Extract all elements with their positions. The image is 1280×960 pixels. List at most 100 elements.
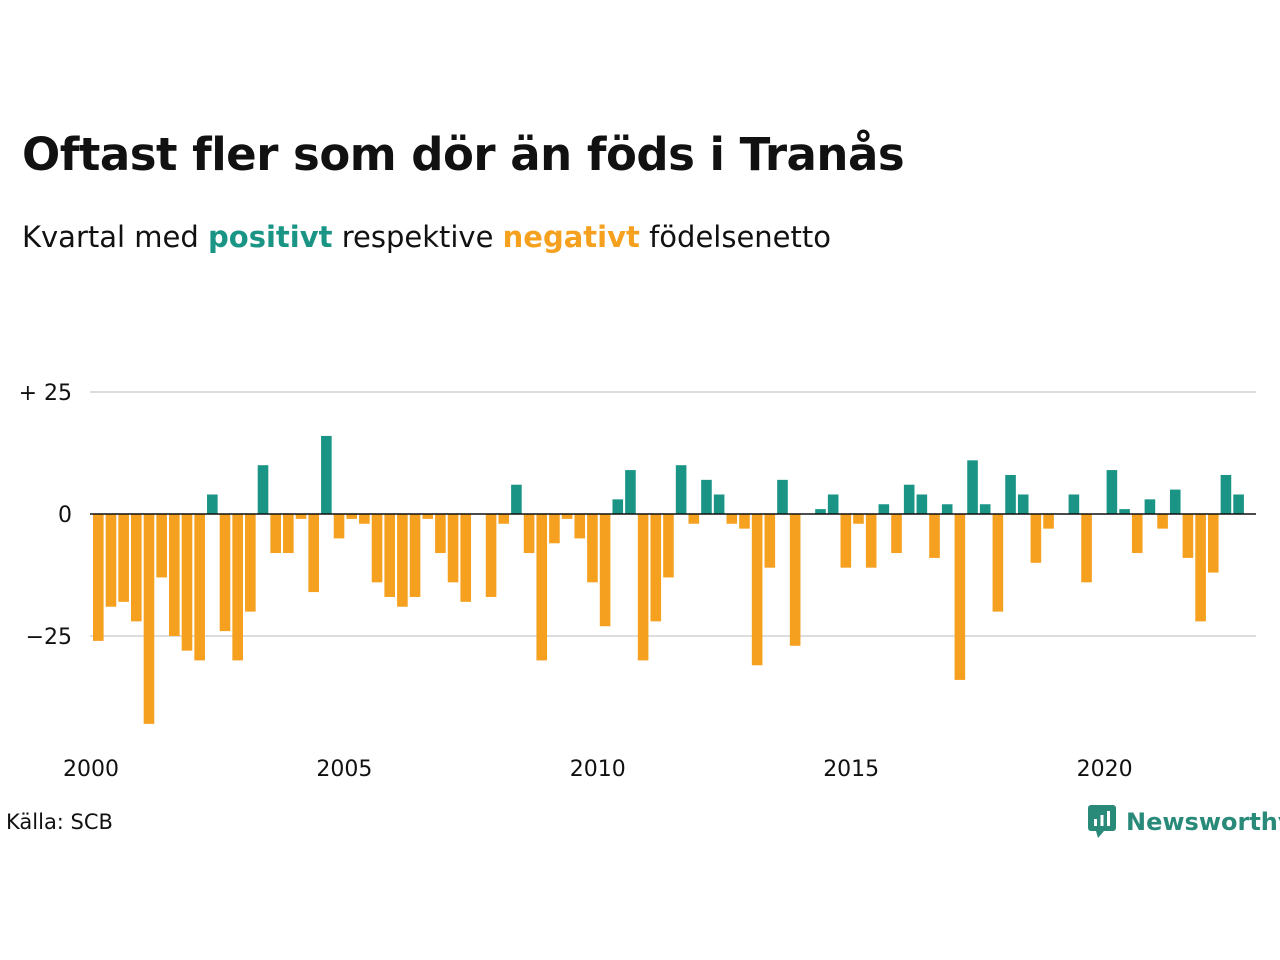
bar	[929, 514, 940, 558]
bar	[713, 494, 725, 514]
bar	[422, 514, 434, 519]
bar	[675, 465, 687, 514]
bar	[1157, 514, 1168, 529]
bar	[169, 514, 180, 636]
bar	[612, 499, 624, 514]
bar	[764, 514, 776, 568]
bar	[409, 514, 421, 597]
bar	[625, 470, 636, 514]
bar	[359, 514, 370, 524]
bar	[194, 514, 205, 661]
bar	[245, 514, 256, 612]
bar	[954, 514, 966, 680]
bar	[1220, 474, 1232, 514]
bar	[270, 514, 281, 554]
bar	[105, 514, 117, 607]
bar	[979, 504, 991, 514]
bar	[1195, 514, 1206, 622]
bar	[219, 514, 231, 632]
bar	[118, 514, 129, 602]
bar	[1119, 509, 1130, 514]
bar	[435, 514, 446, 554]
bar	[485, 514, 497, 597]
subtitle-suffix: födelsenetto	[639, 220, 831, 254]
bar	[1005, 474, 1016, 514]
subtitle-positive-word: positivt	[208, 220, 333, 254]
bar	[840, 514, 852, 568]
bar	[1144, 499, 1156, 514]
bar	[1233, 494, 1244, 514]
bar	[650, 514, 662, 622]
source-note: Källa: SCB	[6, 810, 113, 834]
subtitle-negative-word: negativt	[502, 220, 640, 254]
x-tick-label: 2005	[316, 757, 372, 782]
bar	[283, 514, 294, 554]
bar	[637, 514, 649, 661]
bar	[511, 484, 522, 514]
bar	[916, 494, 928, 514]
bar	[257, 465, 269, 514]
bar	[1030, 514, 1042, 563]
bar	[1106, 470, 1118, 514]
bar	[663, 514, 674, 578]
bar	[561, 514, 573, 519]
bar	[131, 514, 142, 622]
x-tick-label: 2010	[570, 757, 626, 782]
bar	[891, 514, 902, 554]
bar	[384, 514, 396, 597]
bar	[1043, 514, 1054, 529]
bar	[447, 514, 459, 583]
bar	[878, 504, 890, 514]
bar	[549, 514, 560, 544]
bar	[207, 494, 218, 514]
x-tick-label: 2020	[1077, 757, 1133, 782]
brand-logo: Newsworthy	[1088, 804, 1280, 840]
bar	[777, 479, 788, 514]
bar	[701, 479, 712, 514]
bar	[941, 504, 953, 514]
bar	[967, 460, 978, 514]
bar	[574, 514, 586, 539]
bar	[1207, 514, 1219, 573]
bar	[903, 484, 915, 514]
bar	[460, 514, 472, 602]
bar	[346, 514, 357, 519]
bar	[739, 514, 750, 529]
bar	[536, 514, 548, 661]
bar	[751, 514, 763, 666]
bar	[498, 514, 510, 524]
bar	[181, 514, 193, 651]
bar	[93, 514, 104, 641]
bar	[1017, 494, 1029, 514]
bar	[815, 509, 826, 514]
bar	[333, 514, 345, 539]
subtitle-middle: respektive	[332, 220, 503, 254]
bar	[321, 435, 332, 514]
y-tick-label: 0	[58, 503, 72, 528]
bar	[599, 514, 611, 627]
brand-name: Newsworthy	[1126, 808, 1280, 836]
bar	[1169, 489, 1181, 514]
y-tick-label: + 25	[19, 381, 72, 406]
bar	[1131, 514, 1143, 554]
subtitle-prefix: Kvartal med	[22, 220, 209, 254]
bar	[371, 514, 383, 583]
y-tick-label: −25	[26, 625, 72, 650]
bar	[1182, 514, 1194, 558]
bar	[865, 514, 877, 568]
bar	[992, 514, 1004, 612]
bar	[143, 514, 155, 724]
bar	[688, 514, 700, 524]
bar	[726, 514, 738, 524]
bar	[308, 514, 319, 593]
bar	[156, 514, 167, 578]
bar	[853, 514, 864, 524]
chart-title: Oftast fler som dör än föds i Tranås	[22, 128, 905, 181]
x-tick-label: 2015	[823, 757, 879, 782]
bar	[587, 514, 598, 583]
bar	[295, 514, 307, 519]
bar	[827, 494, 839, 514]
bar	[523, 514, 535, 554]
bar	[232, 514, 243, 661]
newsworthy-logo-icon	[1088, 805, 1116, 838]
